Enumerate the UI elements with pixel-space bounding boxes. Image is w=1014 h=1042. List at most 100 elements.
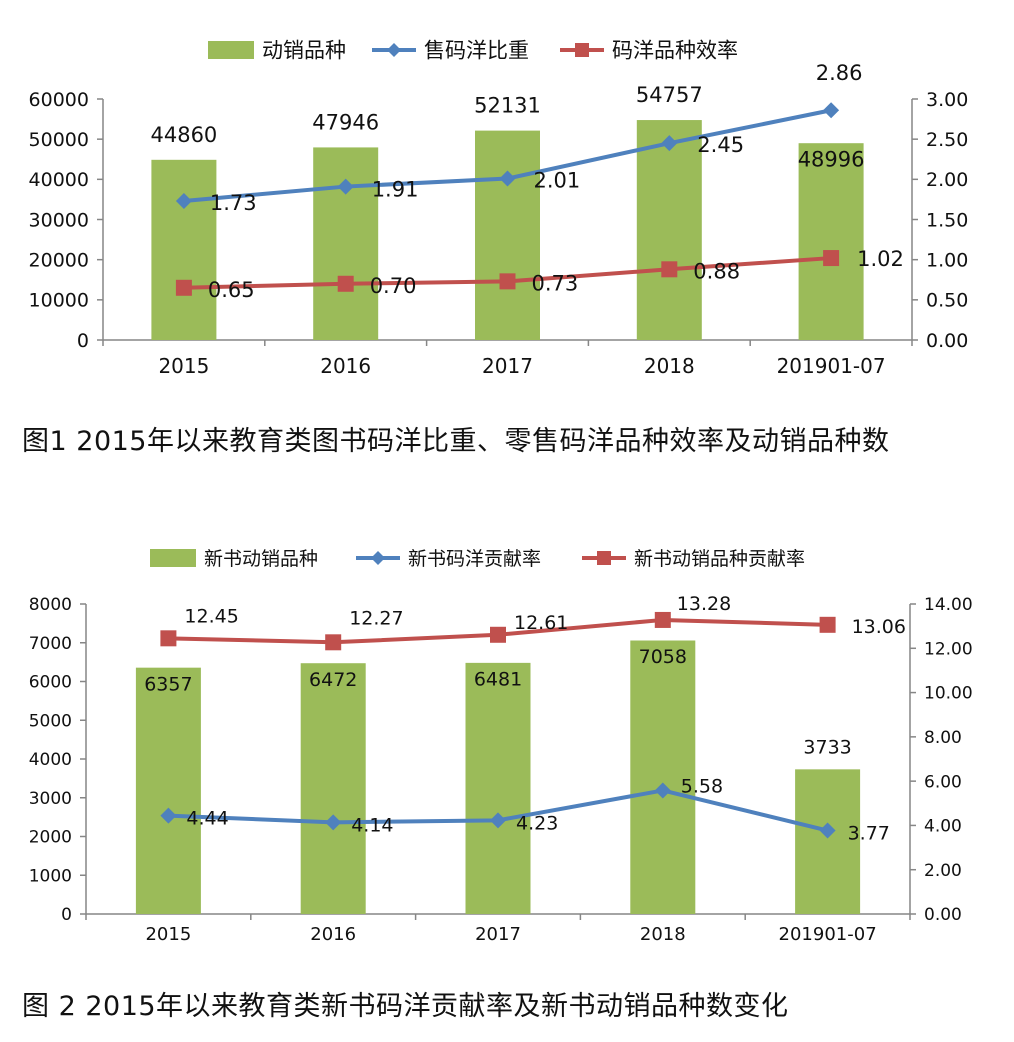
y-tick-label-left: 4000 (29, 750, 72, 770)
diamond-marker (823, 102, 840, 119)
bar-data-label: 3733 (803, 736, 851, 758)
bar-data-label: 7058 (639, 646, 687, 668)
y-tick-label-right: 2.00 (926, 169, 968, 191)
line-data-label: 1.73 (210, 191, 257, 215)
x-tick-label: 201901-07 (777, 354, 886, 378)
y-tick-label-right: 8.00 (924, 728, 962, 748)
y-tick-label-left: 0 (77, 330, 89, 352)
line-data-label: 1.02 (857, 247, 904, 271)
y-tick-label-left: 0 (61, 905, 72, 925)
square-marker (337, 275, 354, 292)
bar-series (151, 120, 864, 340)
square-marker (490, 626, 506, 643)
line-data-label: 5.58 (681, 775, 723, 797)
x-tick-label: 2017 (482, 354, 533, 378)
square-marker (661, 261, 678, 278)
y-tick-label-left: 40000 (29, 169, 89, 191)
square-marker (499, 273, 516, 290)
x-tick-label: 2016 (310, 924, 356, 945)
line-data-label: 0.73 (532, 271, 579, 295)
square-line-series (175, 250, 840, 296)
data-labels: 44860 47946 52131 54757 48996 1.73 1.91 2.01 2.4… (150, 61, 903, 302)
diamond-marker (325, 814, 342, 831)
legend-diamond-marker (371, 551, 385, 565)
line-data-label: 0.65 (208, 278, 255, 302)
diamond-marker (819, 822, 836, 839)
chart-2: 0 1000 2000 3000 4000 5000 6000 7000 8000 0.00 2.0… (29, 548, 973, 945)
diamond-marker (490, 812, 506, 829)
axes: 0 1000 2000 3000 4000 5000 6000 7000 8000 0.00 2.0… (29, 595, 973, 945)
y-tick-label-right: 0.50 (926, 290, 968, 312)
diamond-line-series (160, 782, 836, 839)
diamond-marker (175, 193, 192, 210)
diamond-marker (654, 782, 671, 799)
line-data-label: 13.28 (677, 593, 731, 615)
bar (465, 662, 531, 914)
diamond-marker (499, 170, 516, 187)
line-data-label: 0.88 (693, 259, 740, 283)
line-data-label: 2.86 (816, 61, 863, 85)
legend-diamond-marker (387, 43, 401, 57)
bar-data-label: 48996 (798, 148, 865, 172)
y-tick-label-left: 3000 (29, 789, 72, 809)
y-tick-label-left: 2000 (29, 828, 72, 848)
axes: 0 10000 20000 30000 40000 50000 60000 0.00 0.50 1… (29, 89, 969, 378)
legend-square-marker (597, 551, 611, 565)
legend-label: 售码洋比重 (424, 39, 529, 63)
figure-2-caption: 图 2 2015年以来教育类新书码洋贡献率及新书动销品种数变化 (22, 991, 789, 1022)
square-line-series (160, 611, 836, 651)
y-tick-label-right: 3.00 (926, 89, 968, 111)
line-data-label: 1.91 (372, 178, 419, 202)
line-data-label: 3.77 (848, 823, 890, 845)
bar-data-label: 52131 (474, 94, 541, 118)
legend: 动销品种 售码洋比重 码洋品种效率 (208, 39, 738, 63)
data-labels: 6357 6472 6481 7058 3733 4.44 4.14 4.23 5.58 3.77… (144, 593, 906, 845)
y-tick-label-right: 12.00 (924, 639, 973, 659)
y-tick-label-left: 1000 (29, 866, 72, 886)
y-tick-label-left: 5000 (29, 711, 72, 731)
y-tick-label-right: 6.00 (924, 772, 962, 792)
square-marker (325, 634, 342, 651)
diamond-marker (160, 807, 177, 824)
bar (313, 147, 379, 340)
bar (798, 143, 864, 340)
figure-1: 0 10000 20000 30000 40000 50000 60000 0.00 0.50 1… (0, 0, 1014, 500)
square-marker (819, 616, 836, 633)
y-tick-label-right: 4.00 (924, 817, 962, 837)
line-data-label: 2.45 (697, 133, 744, 157)
y-tick-label-left: 30000 (29, 209, 89, 231)
x-tick-label: 2018 (644, 354, 695, 378)
legend-square-marker (575, 43, 589, 57)
bar-data-label: 6481 (474, 669, 522, 691)
x-tick-label: 201901-07 (779, 924, 877, 945)
figure-1-caption: 图1 2015年以来教育类图书码洋比重、零售码洋品种效率及动销品种数 (22, 426, 890, 457)
y-tick-label-right: 1.50 (926, 209, 968, 231)
line-data-label: 4.14 (351, 814, 393, 836)
legend-label: 码洋品种效率 (612, 39, 738, 63)
y-tick-label-right: 0.00 (926, 330, 968, 352)
legend: 新书动销品种 新书码洋贡献率 新书动销品种贡献率 (150, 548, 805, 570)
legend-swatch-bar (150, 549, 196, 567)
bar-data-label: 47946 (312, 110, 379, 134)
bar (630, 640, 696, 914)
line-data-label: 4.44 (186, 808, 228, 830)
line-data-label: 12.61 (514, 612, 568, 634)
x-tick-label: 2015 (158, 354, 209, 378)
line-data-label: 0.70 (370, 274, 417, 298)
legend-label: 新书动销品种贡献率 (634, 548, 805, 570)
bar (475, 130, 540, 340)
bar (636, 120, 702, 340)
diamond-marker (661, 135, 678, 152)
x-tick-label: 2015 (145, 924, 191, 945)
x-tick-label: 2017 (475, 924, 521, 945)
y-tick-label-right: 2.50 (926, 129, 968, 151)
diamond-marker (337, 178, 354, 195)
y-tick-label-right: 14.00 (924, 595, 973, 615)
line-data-label: 13.06 (852, 616, 906, 638)
x-tick-label: 2018 (640, 924, 686, 945)
y-tick-label-right: 0.00 (924, 905, 962, 925)
bar-data-label: 6357 (144, 673, 192, 695)
diamond-line-series (175, 102, 840, 210)
bar (151, 159, 217, 340)
square-marker (175, 279, 192, 296)
